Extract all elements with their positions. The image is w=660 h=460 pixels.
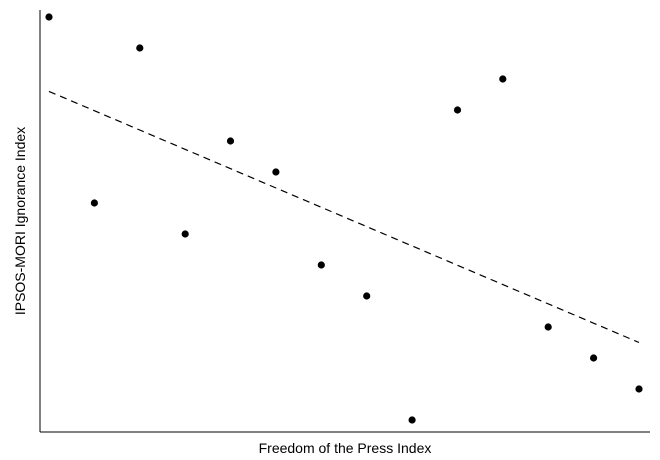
data-points <box>45 13 643 424</box>
x-axis-label: Freedom of the Press Index <box>259 440 432 456</box>
data-point <box>226 137 235 145</box>
data-point <box>635 385 643 393</box>
data-point <box>136 44 144 52</box>
data-point <box>181 230 189 238</box>
data-point <box>363 292 371 300</box>
y-axis-label: IPSOS-MORI Ignorance Index <box>12 127 28 315</box>
data-point <box>408 416 416 424</box>
data-point <box>544 323 552 331</box>
data-point <box>90 199 98 207</box>
data-point <box>45 13 53 21</box>
data-point <box>272 168 280 176</box>
data-point <box>317 261 325 269</box>
data-point <box>590 354 598 362</box>
trendline <box>48 90 640 344</box>
data-point <box>453 106 462 114</box>
data-point <box>499 75 507 83</box>
